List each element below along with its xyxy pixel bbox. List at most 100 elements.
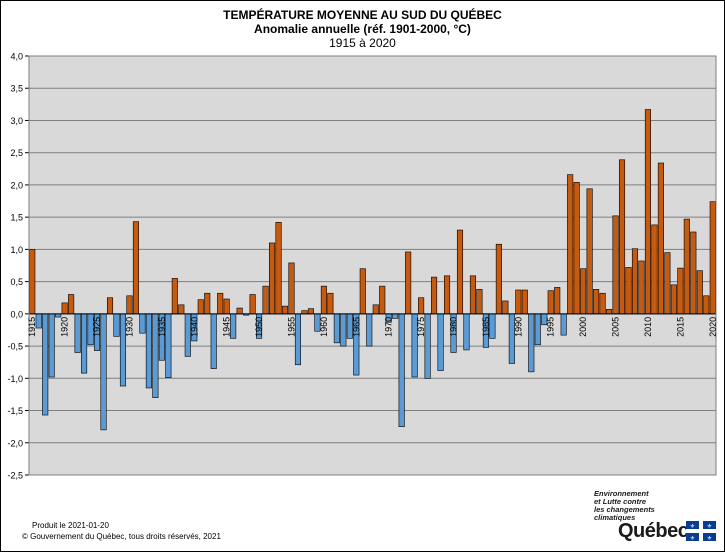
bar [145, 313, 152, 389]
bar [657, 162, 664, 315]
bar [74, 313, 81, 353]
bar [48, 313, 55, 378]
x-tick-label: 1955 [286, 317, 296, 337]
x-tick-label: 2000 [578, 317, 588, 337]
bar [573, 182, 580, 315]
y-tick-label: 0,0 [10, 309, 23, 319]
x-tick-label: 1945 [222, 317, 232, 337]
svg-text:⚜: ⚜ [690, 523, 695, 530]
bar [113, 313, 120, 337]
bar [42, 313, 49, 416]
x-tick-label: 1940 [189, 317, 199, 337]
copyright-notice: © Gouvernement du Québec, tous droits ré… [22, 532, 221, 541]
bar [586, 188, 593, 315]
bar [29, 249, 36, 315]
quebec-logo: Environnement et Lutte contre les change… [594, 490, 722, 546]
bar [379, 285, 386, 315]
bar [333, 313, 340, 344]
bar [372, 304, 379, 315]
bar [683, 218, 690, 315]
bar [139, 313, 146, 334]
bar [249, 294, 256, 315]
y-tick-label: 0,5 [10, 277, 23, 287]
y-tick-label: -2,5 [7, 471, 23, 481]
bar [418, 297, 425, 315]
bar [178, 304, 185, 315]
logo-tagline-line: Environnement [594, 489, 649, 498]
bar [644, 109, 651, 315]
logo-wordmark: Québec [618, 520, 689, 542]
bar [606, 309, 613, 315]
bar [210, 313, 217, 369]
x-tick-label: 2005 [611, 317, 621, 337]
bar [469, 275, 476, 315]
x-tick-label: 1925 [92, 317, 102, 337]
bar [664, 252, 671, 315]
logo-tagline-line: climatiques [594, 513, 636, 522]
bar [502, 300, 509, 315]
chart-titles: TEMPÉRATURE MOYENNE AU SUD DU QUÉBEC Ano… [0, 8, 725, 50]
bar [431, 276, 438, 315]
bar [580, 268, 587, 315]
bar [443, 275, 451, 315]
x-tick-label: 2010 [643, 317, 653, 337]
bar [631, 248, 639, 315]
bar [68, 294, 75, 315]
x-tick-label: 1985 [481, 317, 491, 337]
y-tick-label: -1,5 [7, 406, 23, 416]
plot-border [28, 55, 717, 476]
logo-tagline-line: et Lutte contre [594, 497, 647, 506]
bar [515, 289, 522, 315]
logo-tagline-line: les changements [594, 505, 655, 514]
bar [521, 289, 528, 315]
chart-title: TEMPÉRATURE MOYENNE AU SUD DU QUÉBEC [223, 8, 502, 22]
bar [340, 313, 347, 347]
x-tick-label: 1980 [449, 317, 459, 337]
bar [437, 313, 444, 371]
chart-period: 1915 à 2020 [329, 36, 396, 50]
bar [223, 298, 230, 315]
x-tick-label: 1935 [157, 317, 167, 337]
bar [204, 292, 211, 315]
bar [398, 313, 405, 427]
produced-date: Produit le 2021-01-20 [32, 521, 109, 530]
svg-text:⚜: ⚜ [690, 535, 695, 541]
bar [359, 268, 366, 315]
bar [560, 313, 567, 336]
bar [106, 297, 114, 315]
bar [197, 299, 204, 315]
y-tick-label: 3,0 [10, 116, 23, 126]
bar [651, 224, 658, 315]
x-tick-label: 1930 [124, 317, 134, 337]
bar [696, 270, 703, 315]
bar [126, 295, 133, 315]
x-tick-label: 1995 [546, 317, 556, 337]
bar [81, 313, 88, 374]
bar [281, 305, 289, 315]
x-tick-label: 2015 [675, 317, 685, 337]
bar [275, 222, 282, 315]
x-tick-label: 1960 [319, 317, 329, 337]
bar [463, 313, 470, 351]
svg-text:⚜: ⚜ [707, 523, 712, 530]
bar [327, 292, 334, 315]
bar [366, 313, 373, 347]
bar [61, 302, 68, 315]
svg-text:⚜: ⚜ [707, 535, 712, 541]
bar [132, 221, 139, 315]
bar [217, 292, 224, 315]
bar [638, 260, 645, 315]
y-tick-label: -0,5 [7, 342, 23, 352]
bar [703, 295, 710, 315]
bar [612, 215, 619, 315]
y-tick-label: 1,5 [10, 213, 23, 223]
bar [593, 289, 600, 315]
y-tick-label: 2,0 [10, 180, 23, 190]
bar [495, 243, 502, 315]
bar [320, 285, 327, 315]
bar [171, 278, 178, 315]
x-tick-label: 1970 [384, 317, 394, 337]
bar [618, 159, 626, 315]
bar [599, 292, 606, 315]
